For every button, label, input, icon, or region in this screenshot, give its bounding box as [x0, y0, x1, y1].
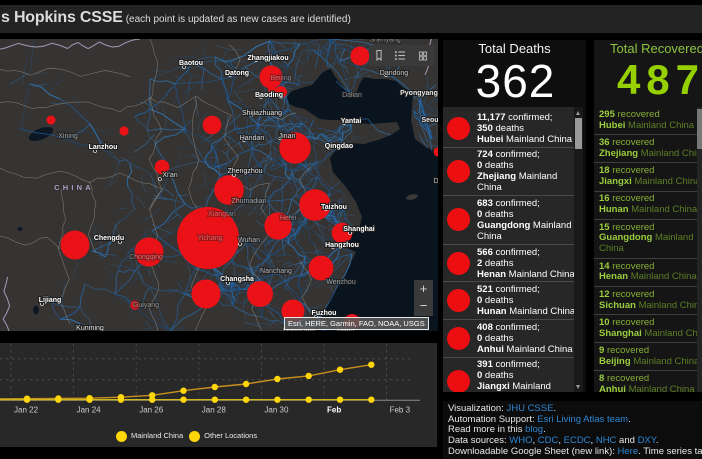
svg-text:Handan: Handan: [240, 135, 265, 142]
svg-text:Kunming: Kunming: [76, 325, 104, 331]
svg-text:Hefei: Hefei: [280, 215, 297, 222]
svg-text:Shenyang: Shenyang: [369, 39, 401, 44]
svg-text:Fuzhou: Fuzhou: [312, 310, 337, 317]
svg-text:Jan 30: Jan 30: [264, 405, 289, 414]
svg-text:Yichang: Yichang: [197, 235, 222, 242]
svg-text:Da: Da: [434, 178, 438, 185]
svg-text:Shanghai: Shanghai: [343, 226, 375, 233]
svg-text:Chongqing: Chongqing: [129, 254, 163, 261]
svg-text:Feb: Feb: [327, 405, 341, 414]
svg-text:Qingdao: Qingdao: [325, 143, 353, 150]
svg-text:Zhangjiakou: Zhangjiakou: [247, 55, 288, 62]
svg-text:Jan 24: Jan 24: [77, 405, 102, 414]
svg-text:Hangzhou: Hangzhou: [325, 242, 359, 249]
svg-text:Jan 22: Jan 22: [14, 405, 39, 414]
svg-text:Lanzhou: Lanzhou: [89, 144, 118, 151]
svg-text:Baoding: Baoding: [255, 92, 283, 99]
svg-text:Xiangfan: Xiangfan: [208, 211, 236, 218]
svg-text:Chengdu: Chengdu: [94, 235, 124, 242]
svg-text:Jan 28: Jan 28: [202, 405, 227, 414]
svg-text:Taizhou: Taizhou: [321, 204, 347, 211]
svg-text:Yantai: Yantai: [341, 118, 362, 125]
svg-text:Pyongyang: Pyongyang: [400, 90, 438, 97]
svg-text:Wuhan: Wuhan: [238, 237, 260, 244]
svg-text:Shijiazhuang: Shijiazhuang: [242, 110, 282, 117]
svg-text:Wenzhou: Wenzhou: [326, 279, 356, 286]
svg-text:Changsha: Changsha: [220, 276, 254, 283]
svg-text:Dandong: Dandong: [380, 70, 409, 77]
svg-text:Baotou: Baotou: [179, 60, 203, 67]
svg-text:Jinan: Jinan: [279, 133, 296, 140]
svg-text:Datong: Datong: [225, 70, 249, 77]
svg-text:Feb 3: Feb 3: [390, 405, 411, 414]
svg-text:Seoul: Seoul: [421, 117, 438, 124]
svg-text:Zhumadian: Zhumadian: [231, 198, 266, 205]
svg-text:Guiyang: Guiyang: [133, 302, 159, 309]
svg-text:CHINA: CHINA: [54, 183, 94, 192]
svg-text:Jan 26: Jan 26: [139, 405, 164, 414]
svg-text:Lijiang: Lijiang: [39, 297, 62, 304]
svg-text:Dalian: Dalian: [342, 92, 362, 99]
svg-text:Xining: Xining: [58, 133, 78, 140]
svg-text:Xi'an: Xi'an: [162, 172, 177, 179]
svg-text:Beijing: Beijing: [270, 75, 291, 82]
svg-text:Zhengzhou: Zhengzhou: [227, 168, 262, 175]
svg-text:Nanchang: Nanchang: [260, 268, 292, 275]
